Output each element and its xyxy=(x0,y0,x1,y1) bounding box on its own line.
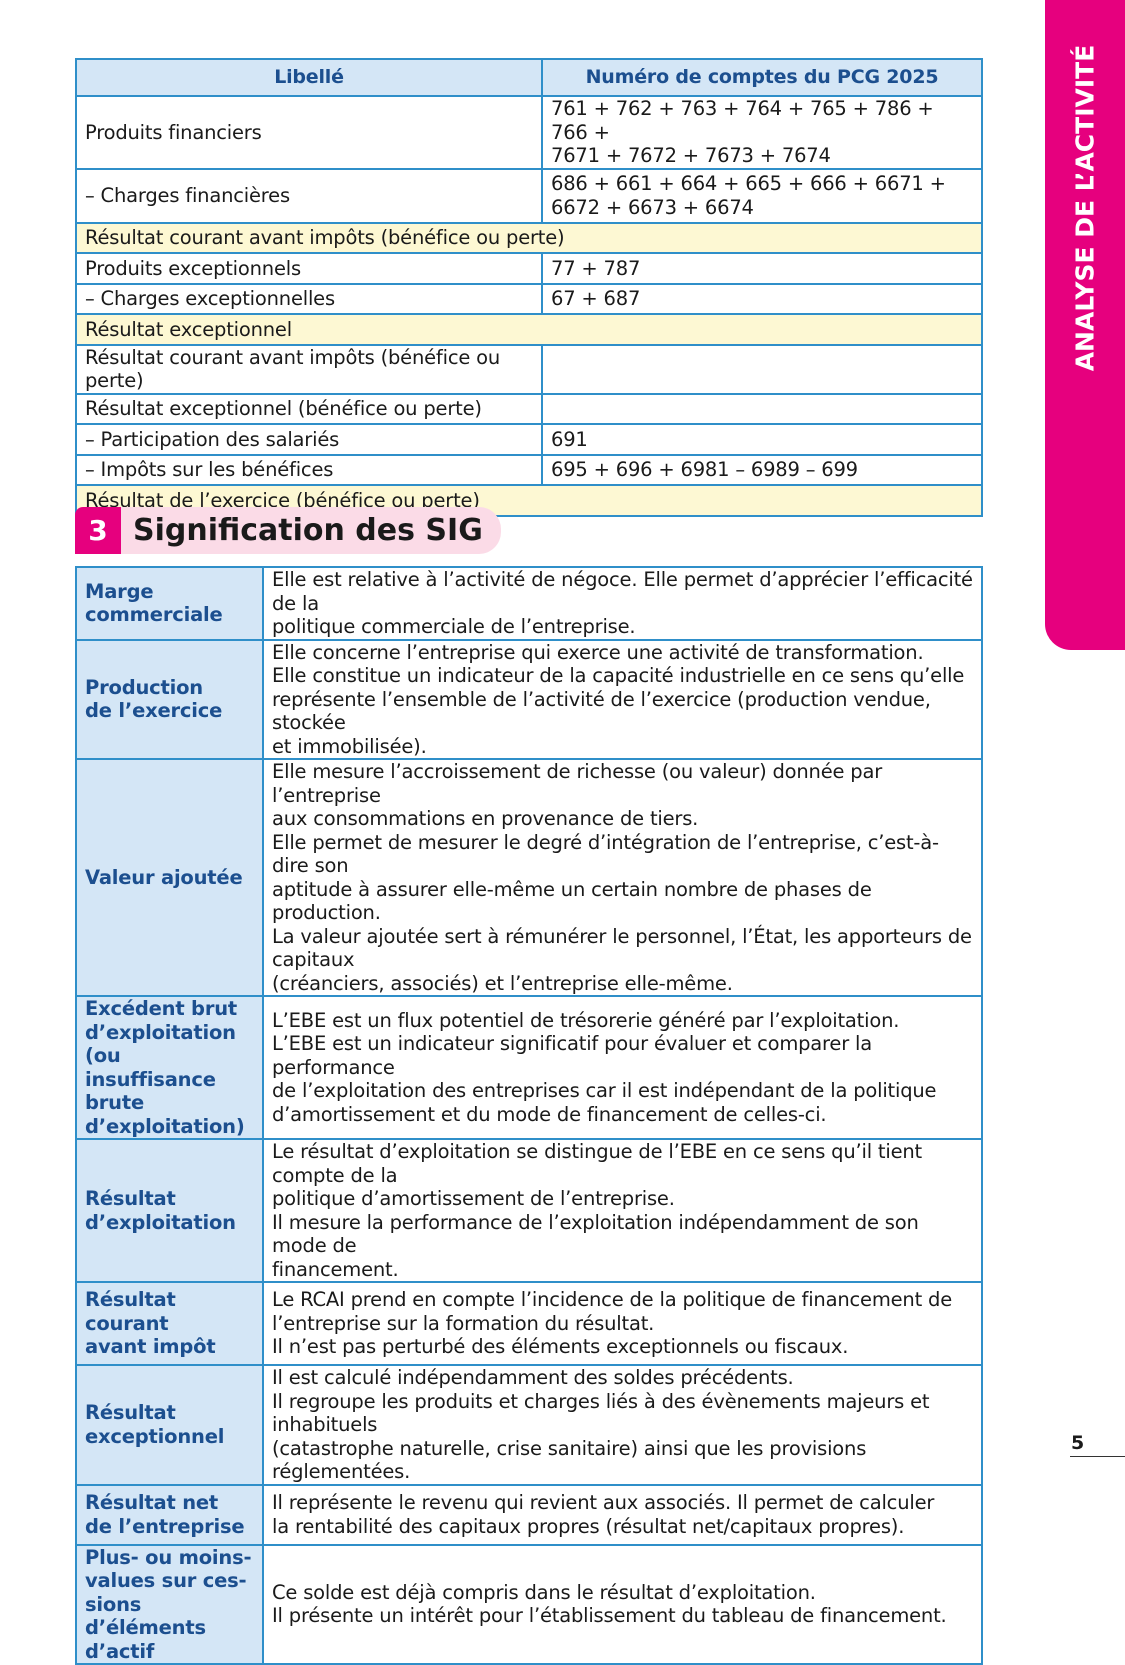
sig-term: Résultat courant avant impôt xyxy=(75,1281,264,1366)
row-label: Résultat exceptionnel (bénéfice ou perte… xyxy=(75,392,543,425)
row-label: Résultat courant avant impôts (bénéfice … xyxy=(75,343,543,395)
sig-text: L’EBE est un flux potentiel de trésoreri… xyxy=(262,995,983,1140)
sig-text: Il est calculé indépendamment des soldes… xyxy=(262,1364,983,1486)
side-tab: ANALYSE DE L’ACTIVITÉ xyxy=(1045,0,1125,650)
row-accounts xyxy=(541,343,983,395)
header-libelle: Libellé xyxy=(75,58,543,97)
table-row: Marge commerciale Elle est relative à l’a… xyxy=(75,566,983,641)
header-comptes: Numéro de comptes du PCG 2025 xyxy=(541,58,983,97)
section-number: 3 xyxy=(75,507,121,554)
row-label: Produits exceptionnels xyxy=(75,252,543,285)
table-row: Résultat net de l’entreprise Il représent… xyxy=(75,1483,983,1546)
sig-term: Résultat net de l’entreprise xyxy=(75,1483,264,1546)
table-row: – Participation des salariés 691 xyxy=(75,423,983,456)
accounts-table: Libellé Numéro de comptes du PCG 2025 Pro… xyxy=(75,58,983,517)
table-row: – Charges financières 686 + 661 + 664 + 6… xyxy=(75,167,983,224)
table-row: Plus- ou moins- values sur ces- sions d’… xyxy=(75,1543,983,1665)
sig-term: Marge commerciale xyxy=(75,566,264,641)
table-row: Résultat d’exploitation Le résultat d’exp… xyxy=(75,1138,983,1283)
table-row: Produits exceptionnels 77 + 787 xyxy=(75,252,983,285)
sig-text: Ce solde est déjà compris dans le résult… xyxy=(262,1543,983,1665)
sig-text: Le résultat d’exploitation se distingue … xyxy=(262,1138,983,1283)
section-title: Signification des SIG xyxy=(121,507,501,554)
sig-text: Elle mesure l’accroissement de richesse … xyxy=(262,758,983,997)
sig-term: Excédent brut d’exploitation (ou insuffi… xyxy=(75,995,264,1140)
table-row: – Impôts sur les bénéfices 695 + 696 + 69… xyxy=(75,453,983,486)
page-number: 5 xyxy=(1071,1432,1085,1454)
row-accounts: 761 + 762 + 763 + 764 + 765 + 786 + 766 … xyxy=(541,95,983,170)
table-row: Résultat exceptionnel Il est calculé indé… xyxy=(75,1364,983,1486)
sig-text: Elle est relative à l’activité de négoce… xyxy=(262,566,983,641)
page-number-rule xyxy=(1070,1456,1125,1457)
row-label: Résultat courant avant impôts (bénéfice … xyxy=(75,221,983,254)
sig-text: Elle concerne l’entreprise qui exerce un… xyxy=(262,638,983,760)
row-accounts: 695 + 696 + 6981 – 6989 – 699 xyxy=(541,453,983,486)
row-label: – Participation des salariés xyxy=(75,423,543,456)
table-row: Résultat exceptionnel (bénéfice ou perte… xyxy=(75,392,983,425)
table-header: Libellé Numéro de comptes du PCG 2025 xyxy=(75,58,983,97)
table-row: – Charges exceptionnelles 67 + 687 xyxy=(75,282,983,315)
sig-text: Il représente le revenu qui revient aux … xyxy=(262,1483,983,1546)
row-accounts: 67 + 687 xyxy=(541,282,983,315)
table-row: Excédent brut d’exploitation (ou insuffi… xyxy=(75,995,983,1140)
table-row: Produits financiers 761 + 762 + 763 + 764… xyxy=(75,95,983,170)
table-row: Résultat courant avant impôt Le RCAI pren… xyxy=(75,1281,983,1366)
row-label: – Charges financières xyxy=(75,167,543,224)
row-label: Résultat exceptionnel xyxy=(75,313,983,346)
row-label: Produits financiers xyxy=(75,95,543,170)
sig-term: Résultat exceptionnel xyxy=(75,1364,264,1486)
row-accounts xyxy=(541,392,983,425)
table-row: Valeur ajoutée Elle mesure l’accroissemen… xyxy=(75,758,983,997)
sig-table: Marge commerciale Elle est relative à l’a… xyxy=(75,566,983,1665)
row-label: – Charges exceptionnelles xyxy=(75,282,543,315)
row-accounts: 77 + 787 xyxy=(541,252,983,285)
table-row: Production de l’exercice Elle concerne l’… xyxy=(75,638,983,760)
table-row: Résultat courant avant impôts (bénéfice … xyxy=(75,343,983,395)
row-accounts: 686 + 661 + 664 + 665 + 666 + 6671 + 667… xyxy=(541,167,983,224)
row-accounts: 691 xyxy=(541,423,983,456)
sig-text: Le RCAI prend en compte l’incidence de l… xyxy=(262,1281,983,1366)
sig-term: Valeur ajoutée xyxy=(75,758,264,997)
sig-term: Production de l’exercice xyxy=(75,638,264,760)
sig-term: Résultat d’exploitation xyxy=(75,1138,264,1283)
row-label: – Impôts sur les bénéfices xyxy=(75,453,543,486)
sig-term: Plus- ou moins- values sur ces- sions d’… xyxy=(75,1543,264,1665)
section-heading: 3 Signification des SIG xyxy=(75,507,501,554)
subtotal-row: Résultat courant avant impôts (bénéfice … xyxy=(75,221,983,254)
side-tab-label: ANALYSE DE L’ACTIVITÉ xyxy=(1070,44,1100,372)
subtotal-row: Résultat exceptionnel xyxy=(75,313,983,346)
